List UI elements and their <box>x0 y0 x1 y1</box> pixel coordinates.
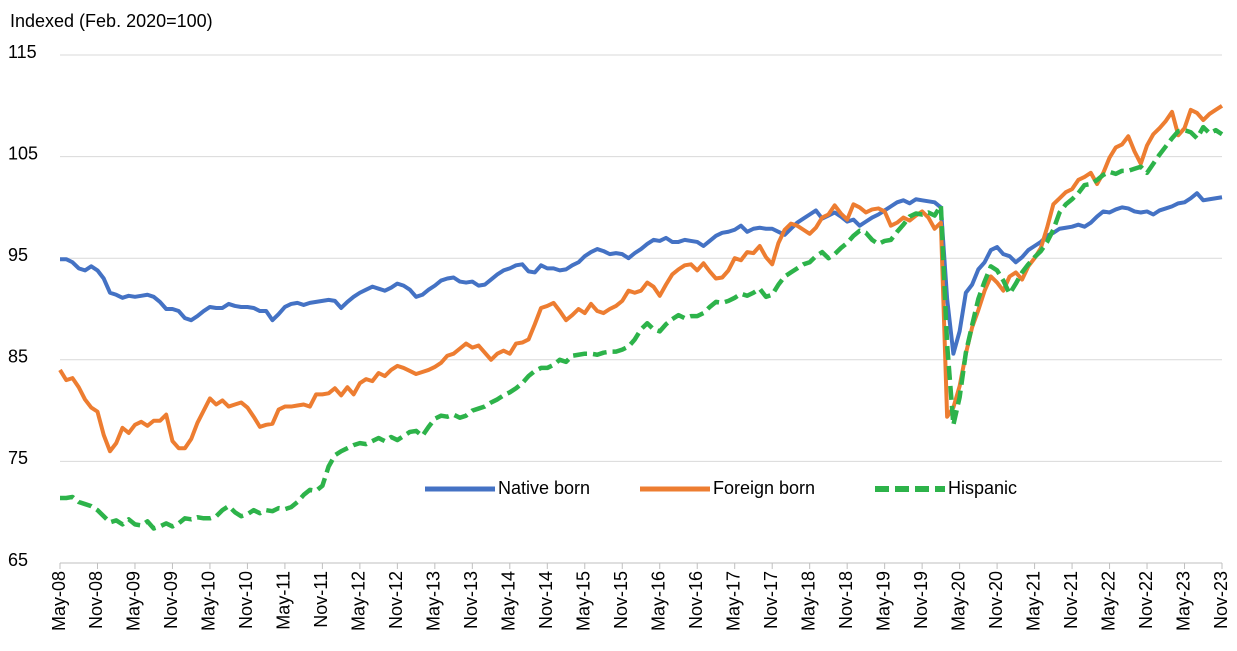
x-tick-label: May-11 <box>274 571 294 630</box>
y-tick-label: 95 <box>8 245 28 265</box>
x-tick-label: May-09 <box>124 571 144 631</box>
x-tick-label: Nov-14 <box>536 571 556 629</box>
x-tick-label: Nov-10 <box>236 571 256 629</box>
x-tick-label: Nov-09 <box>161 571 181 629</box>
x-tick-label: May-13 <box>424 571 444 631</box>
y-tick-label: 65 <box>8 550 28 570</box>
x-tick-label: Nov-22 <box>1136 571 1156 629</box>
x-tick-label: Nov-12 <box>386 571 406 629</box>
x-tick-label: May-22 <box>1098 571 1118 631</box>
y-tick-label: 115 <box>8 42 37 62</box>
legend-label: Hispanic <box>948 478 1017 498</box>
x-tick-label: Nov-17 <box>761 571 781 629</box>
x-tick-label: Nov-21 <box>1061 571 1081 629</box>
x-tick-label: May-12 <box>349 571 369 631</box>
x-tick-label: Nov-13 <box>461 571 481 629</box>
series-line <box>60 191 1223 356</box>
y-tick-label: 105 <box>8 143 38 163</box>
x-tick-label: May-08 <box>49 571 69 631</box>
y-tick-label: 75 <box>8 448 28 468</box>
series-line <box>60 124 1224 531</box>
x-tick-label: May-19 <box>873 571 893 631</box>
legend-label: Foreign born <box>713 478 815 498</box>
x-tick-label: Nov-23 <box>1211 571 1231 629</box>
x-tick-label: May-18 <box>798 571 818 631</box>
x-tick-label: Nov-11 <box>311 571 331 628</box>
x-tick-label: May-16 <box>648 571 668 631</box>
x-tick-label: May-10 <box>199 571 219 631</box>
y-tick-label: 85 <box>8 347 28 367</box>
x-tick-label: May-23 <box>1173 571 1193 631</box>
series-line <box>58 104 1224 454</box>
x-tick-label: Nov-18 <box>836 571 856 629</box>
x-tick-label: May-14 <box>499 571 519 631</box>
x-tick-label: May-21 <box>1023 571 1043 631</box>
x-tick-label: May-17 <box>723 571 743 631</box>
x-tick-label: Nov-20 <box>986 571 1006 629</box>
legend-label: Native born <box>498 478 590 498</box>
x-tick-label: Nov-15 <box>611 571 631 629</box>
x-tick-label: May-20 <box>948 571 968 631</box>
x-tick-label: May-15 <box>574 571 594 631</box>
y-axis-title: Indexed (Feb. 2020=100) <box>10 11 213 31</box>
x-tick-label: Nov-19 <box>911 571 931 629</box>
x-tick-label: Nov-16 <box>686 571 706 629</box>
x-tick-label: Nov-08 <box>86 571 106 629</box>
